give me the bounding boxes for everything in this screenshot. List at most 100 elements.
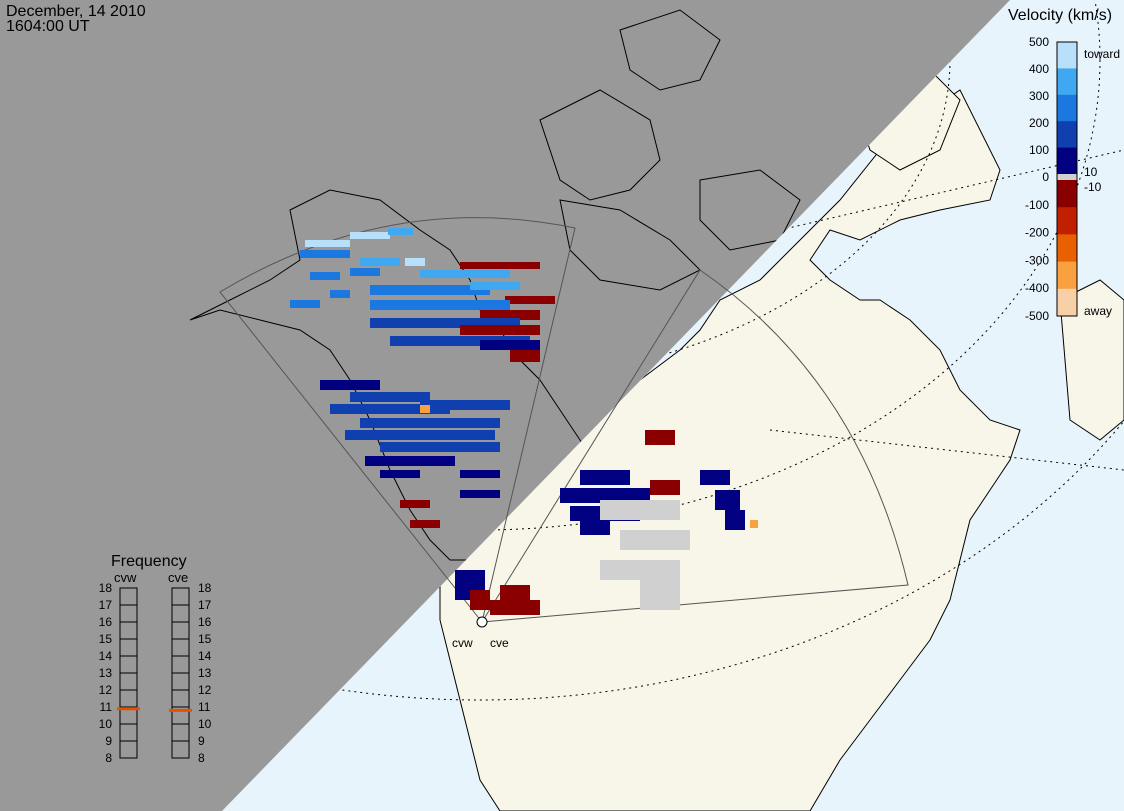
velocity-cell [490, 600, 540, 615]
velocity-cell [330, 404, 450, 414]
velocity-cell [460, 325, 540, 335]
velocity-cell [650, 480, 680, 495]
velocity-cell [405, 258, 425, 266]
velocity-cell [330, 290, 350, 298]
colorbar-tick-label: -400 [1025, 281, 1049, 295]
colorbar-tick-label: 500 [1029, 35, 1049, 49]
date-label: December, 14 2010 [6, 3, 146, 20]
velocity-cell [620, 530, 690, 550]
velocity-cell [460, 470, 500, 478]
colorbar-tick-label: 100 [1029, 143, 1049, 157]
frequency-col-cve: cve [168, 570, 188, 585]
velocity-cell [320, 380, 380, 390]
velocity-cell [470, 590, 490, 610]
radar-label-cvw: cvw [452, 636, 473, 650]
frequency-scale-label-left: 10 [99, 717, 113, 731]
velocity-cell [390, 336, 530, 346]
velocity-cell [350, 392, 430, 402]
velocity-cell [715, 490, 740, 510]
velocity-cell [365, 456, 455, 466]
velocity-cell [750, 520, 758, 528]
frequency-scale-label-right: 13 [198, 666, 212, 680]
velocity-cell [350, 268, 380, 276]
colorbar-segment [1057, 121, 1077, 149]
velocity-cell [360, 258, 400, 266]
colorbar-tick-label: -100 [1025, 198, 1049, 212]
frequency-scale-label-right: 8 [198, 751, 205, 765]
colorbar-tick-label: 400 [1029, 62, 1049, 76]
velocity-cell [500, 585, 530, 600]
velocity-cell [305, 240, 350, 247]
radar-label-cve: cve [490, 636, 509, 650]
velocity-cell [420, 405, 430, 413]
velocity-cell [645, 430, 675, 445]
colorbar-plus10-label: 10 [1084, 165, 1098, 179]
frequency-scale-label-right: 15 [198, 632, 212, 646]
velocity-cell [380, 470, 420, 478]
frequency-col-cvw: cvw [114, 570, 137, 585]
frequency-scale-label-right: 17 [198, 598, 212, 612]
frequency-scale-label-right: 12 [198, 683, 212, 697]
time-label: 1604:00 UT [6, 18, 90, 35]
colorbar-segment [1057, 288, 1077, 317]
colorbar-tick-label: -500 [1025, 309, 1049, 323]
colorbar-segment [1057, 234, 1077, 263]
frequency-panel: 18 18 17 17 16 16 15 15 14 14 13 13 12 12 11 11 10 10 9 9 8 8 [99, 581, 212, 765]
colorbar-tick-label: 200 [1029, 116, 1049, 130]
colorbar-tick-label: -200 [1025, 226, 1049, 240]
frequency-scale-label-right: 16 [198, 615, 212, 629]
radar-site-marker [476, 616, 488, 628]
velocity-cell [410, 520, 440, 528]
colorbar-segment [1057, 207, 1077, 235]
velocity-cell [580, 520, 610, 535]
frequency-scale-label-left: 17 [99, 598, 113, 612]
velocity-cell [505, 296, 555, 304]
colorbar-title: Velocity (km/s) [1008, 7, 1112, 24]
radar-fov [219, 217, 909, 624]
velocity-cell [470, 282, 520, 290]
frequency-scale-label-right: 18 [198, 581, 212, 595]
velocity-cell [560, 488, 650, 503]
velocity-cell [300, 250, 350, 258]
frequency-scale-label-right: 9 [198, 734, 205, 748]
colorbar: 500 400 300 200 100 0 -100 -200 -300 -400 -500 [1025, 35, 1078, 323]
frequency-scale-label-left: 12 [99, 683, 113, 697]
velocity-cell [700, 470, 730, 485]
colorbar-tick-label: 300 [1029, 89, 1049, 103]
colorbar-segment [1057, 180, 1077, 208]
velocity-cell [480, 340, 540, 350]
colorbar-segment [1057, 147, 1077, 175]
velocity-cell [480, 310, 540, 320]
frequency-scale-label-left: 14 [99, 649, 113, 663]
velocity-cell [460, 262, 540, 269]
velocity-cell [290, 300, 320, 308]
velocity-cell [420, 270, 510, 278]
colorbar-segment [1057, 42, 1077, 69]
velocity-cell [380, 442, 500, 452]
velocity-cell [460, 490, 500, 498]
velocity-cell [510, 350, 540, 362]
frequency-scale-label-left: 11 [100, 700, 113, 714]
velocity-cell [600, 500, 680, 520]
velocity-cell [640, 580, 680, 610]
colorbar-segment [1057, 68, 1077, 96]
velocity-cell [370, 285, 490, 295]
colorbar-tick-label: 0 [1042, 170, 1049, 184]
velocity-cell [420, 400, 510, 410]
velocity-cell [345, 430, 495, 440]
velocity-cell [310, 272, 340, 280]
frequency-scale-label-left: 15 [99, 632, 113, 646]
frequency-scale-label-left: 16 [99, 615, 113, 629]
frequency-scale-label-right: 14 [198, 649, 212, 663]
colorbar-minus10-label: -10 [1084, 180, 1102, 194]
colorbar-segment [1057, 174, 1077, 180]
colorbar-segment [1057, 94, 1077, 122]
frequency-scale-label-right: 10 [198, 717, 212, 731]
velocity-cell [388, 228, 413, 235]
frequency-scale-label-left: 18 [99, 581, 113, 595]
colorbar-away-label: away [1084, 304, 1112, 318]
velocity-cell [370, 300, 510, 310]
velocity-cell [600, 560, 680, 580]
